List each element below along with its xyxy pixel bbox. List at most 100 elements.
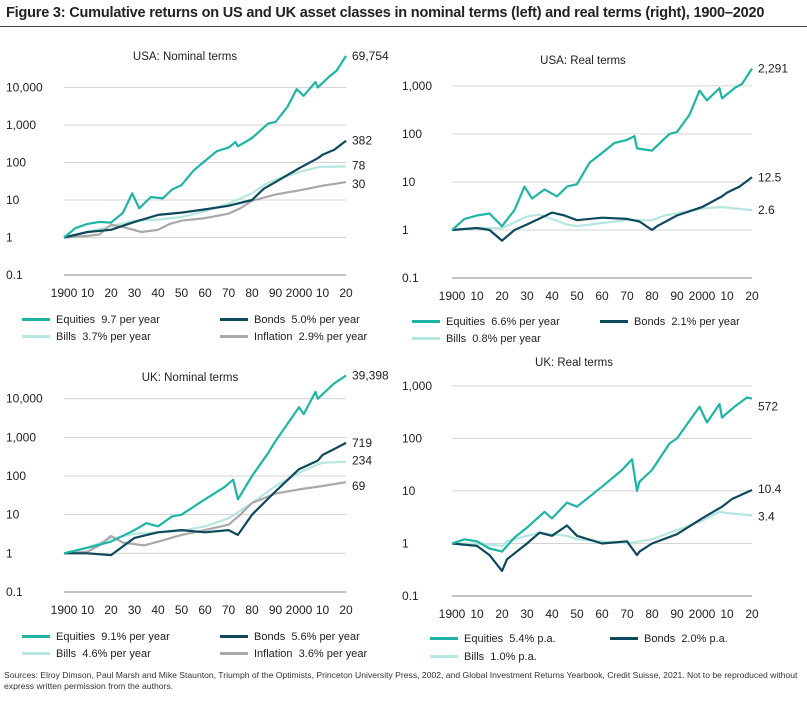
x-tick-label: 1900 (439, 607, 466, 621)
figure-title: Figure 3: Cumulative returns on US and U… (6, 5, 765, 21)
legend-series-name: Bills (56, 331, 83, 343)
x-tick-label: 2000 (286, 603, 313, 617)
end-label-equities: 69,754 (352, 49, 389, 63)
x-tick-label: 20 (339, 603, 353, 617)
x-tick-label: 80 (645, 289, 659, 303)
legend-series-value: 0.8% per year (472, 333, 541, 345)
legend-item-inflation: Inflation 3.6% per year (220, 647, 367, 661)
legend-swatch (430, 636, 458, 640)
x-tick-label: 2000 (689, 289, 716, 303)
x-tick-label: 10 (316, 603, 330, 617)
chart-panel-3: UK: Nominal terms 0.1 1 10 100 1,000 10,000 190… (6, 369, 389, 617)
y-tick-label: 10 (6, 508, 20, 522)
y-tick-label: 1 (6, 231, 13, 245)
x-tick-label: 90 (269, 286, 283, 300)
legend-item-bills: Bills 4.6% per year (22, 647, 151, 661)
series-line-equities (63, 374, 347, 555)
y-tick-label: 0.1 (6, 585, 23, 599)
x-tick-label: 90 (670, 289, 684, 303)
x-tick-label: 20 (745, 289, 759, 303)
legend-swatch (430, 654, 458, 658)
legend-swatch (22, 651, 50, 655)
y-tick-label: 0.1 (402, 271, 419, 285)
x-tick-label: 1900 (439, 289, 466, 303)
x-tick-label: 10 (81, 603, 95, 617)
end-label-bills: 3.4 (758, 510, 775, 524)
x-tick-label: 10 (81, 286, 95, 300)
title-rule (0, 26, 807, 27)
x-tick-label: 30 (128, 603, 142, 617)
y-tick-label: 10 (402, 175, 416, 189)
x-tick-label: 20 (495, 289, 509, 303)
legend-swatch (22, 334, 50, 338)
end-label-bills: 2.6 (758, 203, 775, 217)
legend-swatch (412, 319, 440, 323)
legend-swatch (600, 319, 628, 323)
x-tick-label: 10 (720, 289, 734, 303)
x-tick-label: 30 (520, 607, 534, 621)
legend-item-bonds: Bonds 2.0% p.a. (610, 632, 728, 646)
x-tick-label: 20 (495, 607, 509, 621)
end-label-equities: 39,398 (352, 369, 389, 383)
legend-series-value: 1.0% p.a. (490, 651, 537, 663)
series-line-equities (451, 67, 753, 231)
series-line-bonds (64, 441, 347, 557)
legend-series-name: Bills (56, 648, 83, 660)
chart-title: USA: Nominal terms (133, 51, 237, 63)
series-line-equities (451, 396, 753, 553)
x-tick-label: 20 (745, 607, 759, 621)
legend-swatch (220, 317, 248, 321)
legend-series-name: Inflation (254, 331, 299, 343)
x-tick-label: 40 (545, 607, 559, 621)
end-label-bonds: 10.4 (758, 482, 782, 496)
x-tick-label: 50 (570, 607, 584, 621)
legend-item-equities: Equities 5.4% p.a. (430, 632, 556, 646)
end-label-bills: 234 (352, 454, 372, 468)
legend-series-name: Bills (464, 651, 491, 663)
series-line-bonds (451, 176, 753, 242)
y-tick-label: 10,000 (6, 392, 43, 406)
y-tick-label: 1 (402, 536, 409, 550)
x-tick-label: 20 (339, 286, 353, 300)
legend-series-name: Equities (446, 316, 492, 328)
x-tick-label: 60 (595, 607, 609, 621)
x-tick-label: 40 (545, 289, 559, 303)
x-tick-label: 1900 (51, 603, 78, 617)
y-tick-label: 1 (6, 546, 13, 560)
x-tick-label: 70 (222, 286, 236, 300)
legend-item-bonds: Bonds 2.1% per year (600, 315, 740, 329)
x-tick-label: 60 (198, 603, 212, 617)
legend-swatch (220, 634, 248, 638)
legend-series-value: 2.0% p.a. (681, 633, 728, 645)
y-tick-label: 10 (402, 484, 416, 498)
legend-series-name: Bonds (254, 631, 292, 643)
legend-item-bills: Bills 0.8% per year (412, 332, 541, 346)
end-label-inflation: 30 (352, 177, 366, 191)
x-tick-label: 50 (570, 289, 584, 303)
chart-panel-4: UK: Real terms 0.1 1 10 100 1,000 1900 10 20 30 40… (402, 357, 782, 621)
x-tick-label: 20 (104, 603, 118, 617)
x-tick-label: 30 (128, 286, 142, 300)
x-tick-label: 10 (470, 607, 484, 621)
x-tick-label: 1900 (51, 286, 78, 300)
legend-series-value: 6.6% per year (491, 316, 560, 328)
x-tick-label: 80 (245, 603, 259, 617)
end-label-inflation: 69 (352, 479, 366, 493)
legend-series-value: 2.1% per year (671, 316, 740, 328)
legend-series-value: 3.7% per year (82, 331, 151, 343)
legend-series-value: 3.6% per year (298, 648, 368, 660)
legend-series-value: 5.6% per year (291, 631, 360, 643)
series-line-bills (452, 510, 753, 547)
series-line-inflation (63, 181, 347, 239)
y-tick-label: 1,000 (6, 118, 36, 132)
legend-item-equities: Equities 9.7 per year (22, 313, 160, 327)
chart-title: UK: Nominal terms (142, 372, 239, 384)
end-label-bonds: 382 (352, 134, 372, 148)
end-label-equities: 572 (758, 400, 778, 414)
x-tick-label: 80 (645, 607, 659, 621)
legend-item-equities: Equities 9.1% per year (22, 630, 170, 644)
series-line-bonds (451, 488, 753, 572)
legend-series-name: Bonds (634, 316, 672, 328)
x-tick-label: 10 (470, 289, 484, 303)
